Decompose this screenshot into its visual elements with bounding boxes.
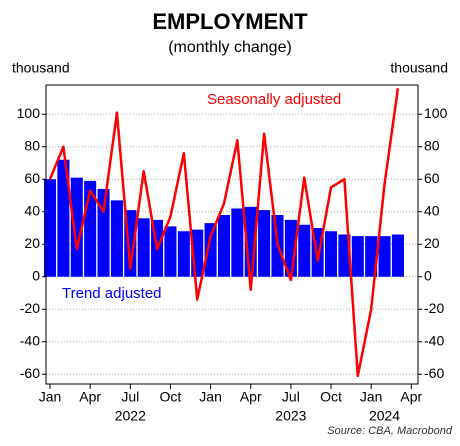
bar: [325, 231, 338, 277]
y-tick-label: 60: [24, 170, 40, 186]
y-axis-label: thousand: [12, 60, 70, 76]
bar: [97, 189, 110, 277]
source: Source: CBA, Macrobond: [327, 425, 453, 437]
y2-tick-label: -40: [424, 332, 444, 348]
y2-axis-label: thousand: [390, 60, 448, 76]
y-tick-label: -40: [20, 332, 40, 348]
year-label: 2024: [369, 408, 400, 424]
y-tick-label: 100: [17, 105, 41, 121]
bar: [57, 159, 70, 277]
y-tick-label: -20: [20, 300, 40, 316]
bar: [231, 208, 244, 277]
y2-tick-label: 40: [424, 202, 440, 218]
x-tick-label: Apr: [240, 389, 262, 405]
plot-frame: [45, 84, 419, 385]
bar: [365, 236, 378, 277]
year-label: 2022: [115, 408, 146, 424]
x-tick-label: Jan: [39, 389, 62, 405]
bar: [110, 200, 123, 277]
y2-tick-label: 0: [424, 267, 432, 283]
x-tick-label: Jul: [282, 389, 300, 405]
y-tick-label: 0: [32, 267, 40, 283]
chart-subtitle: (monthly change): [168, 39, 292, 56]
y2-tick-label: 100: [424, 105, 448, 121]
y2-tick-label: 60: [424, 170, 440, 186]
y2-tick-label: 20: [424, 235, 440, 251]
bar: [258, 210, 271, 277]
y2-tick-label: 80: [424, 137, 440, 153]
bar: [177, 231, 190, 277]
y2-tick-label: -60: [424, 365, 444, 381]
chart-title: EMPLOYMENT: [152, 9, 308, 34]
x-tick-label: Apr: [400, 389, 422, 405]
bar: [391, 234, 404, 277]
x-tick-label: Jan: [360, 389, 383, 405]
y-tick-label: 20: [24, 235, 40, 251]
x-tick-label: Oct: [320, 389, 342, 405]
bar: [43, 179, 57, 277]
bar: [378, 236, 391, 277]
series-label: Seasonally adjusted: [207, 91, 341, 108]
y2-tick-label: -20: [424, 300, 444, 316]
series-label: Trend adjusted: [62, 285, 162, 302]
line: [48, 88, 400, 378]
x-tick-label: Oct: [160, 389, 182, 405]
bar: [298, 224, 311, 277]
y-tick-label: 80: [24, 137, 40, 153]
x-tick-label: Jul: [121, 389, 139, 405]
bar: [217, 215, 230, 277]
y-tick-label: -60: [20, 365, 40, 381]
y-tick-label: 40: [24, 202, 40, 218]
x-tick-label: Jan: [199, 389, 222, 405]
bar: [70, 177, 83, 277]
bar: [137, 218, 150, 277]
x-tick-label: Apr: [79, 389, 101, 405]
bar: [164, 226, 177, 277]
bar: [338, 234, 351, 277]
year-label: 2023: [275, 408, 306, 424]
bar: [204, 223, 217, 277]
bar: [351, 236, 364, 277]
